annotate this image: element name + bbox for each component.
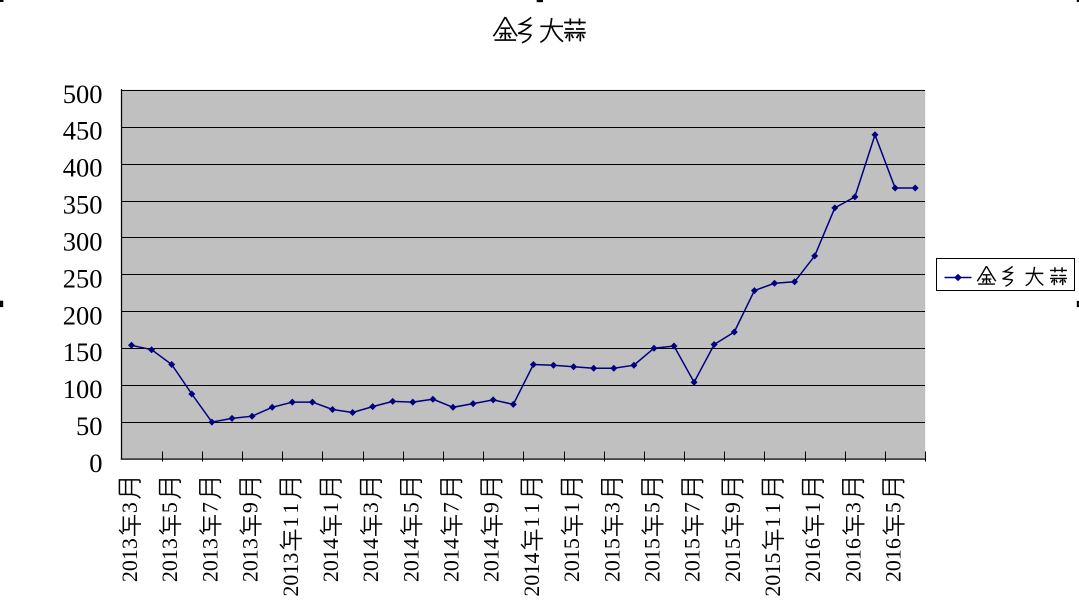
svg-text:2014: 2014: [439, 538, 464, 582]
svg-text:2015: 2015: [720, 538, 745, 582]
svg-text:2015: 2015: [760, 553, 785, 597]
svg-text:100: 100: [63, 374, 103, 404]
svg-text:150: 150: [63, 337, 103, 367]
svg-text:5: 5: [157, 502, 182, 513]
svg-text:2016: 2016: [800, 538, 825, 582]
svg-text:2013: 2013: [238, 538, 263, 582]
svg-text:2016: 2016: [840, 538, 865, 582]
svg-text:2013: 2013: [197, 538, 222, 582]
svg-text:11: 11: [278, 499, 303, 527]
svg-text:200: 200: [63, 300, 103, 330]
svg-text:3: 3: [358, 502, 383, 513]
svg-text:300: 300: [63, 227, 103, 257]
svg-text:50: 50: [76, 411, 103, 441]
svg-text:2013: 2013: [117, 538, 142, 582]
svg-text:2014: 2014: [398, 538, 423, 582]
svg-text:7: 7: [680, 502, 705, 513]
svg-text:2013: 2013: [157, 538, 182, 582]
svg-text:9: 9: [720, 502, 745, 513]
svg-text:11: 11: [519, 499, 544, 527]
svg-text:2015: 2015: [559, 538, 584, 582]
svg-text:450: 450: [63, 116, 103, 146]
svg-text:1: 1: [318, 502, 343, 513]
svg-text:2015: 2015: [680, 538, 705, 582]
svg-text:2014: 2014: [358, 538, 383, 582]
svg-text:2015: 2015: [599, 538, 624, 582]
svg-text:1: 1: [800, 502, 825, 513]
svg-text:350: 350: [63, 190, 103, 220]
svg-text:9: 9: [479, 502, 504, 513]
svg-text:3: 3: [599, 502, 624, 513]
svg-text:5: 5: [881, 502, 906, 513]
svg-text:7: 7: [439, 502, 464, 513]
svg-text:250: 250: [63, 263, 103, 293]
svg-text:7: 7: [197, 502, 222, 513]
svg-text:3: 3: [840, 502, 865, 513]
svg-text:2016: 2016: [881, 538, 906, 582]
svg-text:2014: 2014: [318, 538, 343, 582]
svg-text:400: 400: [63, 153, 103, 183]
svg-text:9: 9: [238, 502, 263, 513]
svg-text:5: 5: [398, 502, 423, 513]
svg-text:2015: 2015: [640, 538, 665, 582]
svg-text:2014: 2014: [479, 538, 504, 582]
svg-text:500: 500: [63, 79, 103, 109]
svg-text:2014: 2014: [519, 553, 544, 597]
svg-text:5: 5: [640, 502, 665, 513]
svg-text:2013: 2013: [278, 553, 303, 597]
svg-text:0: 0: [89, 448, 102, 478]
svg-text:11: 11: [760, 499, 785, 527]
svg-text:1: 1: [559, 502, 584, 513]
svg-text:3: 3: [117, 502, 142, 513]
